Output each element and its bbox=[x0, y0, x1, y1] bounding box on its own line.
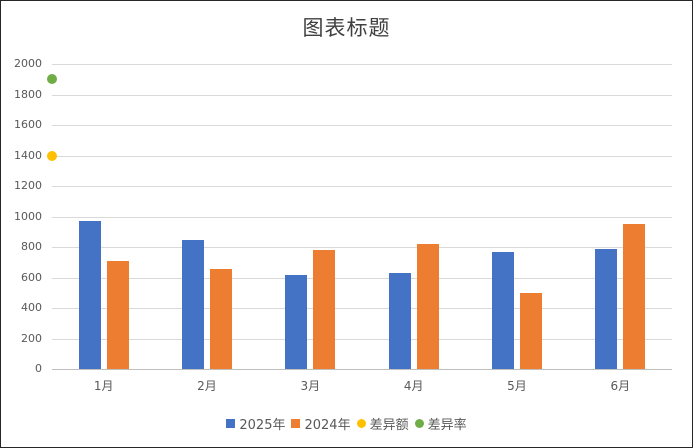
gridline bbox=[52, 155, 672, 157]
bar-2025年-4月[interactable] bbox=[388, 272, 411, 369]
gridline bbox=[52, 94, 672, 96]
legend-circle-icon bbox=[356, 419, 366, 428]
bar-2025年-5月[interactable] bbox=[492, 252, 514, 369]
bar-2025年-6月[interactable] bbox=[595, 248, 618, 369]
gridline bbox=[52, 216, 672, 218]
legend-square-icon bbox=[226, 419, 236, 428]
y-tick-label: 1600 bbox=[14, 118, 42, 131]
legend-square-icon bbox=[291, 419, 301, 428]
y-tick-label: 2000 bbox=[14, 57, 42, 70]
legend-label: 2025年 bbox=[239, 418, 286, 433]
point-差异率[interactable] bbox=[47, 74, 57, 85]
y-tick-label: 0 bbox=[35, 362, 42, 375]
legend-label: 差异率 bbox=[427, 418, 467, 433]
x-tick-label: 5月 bbox=[507, 379, 527, 393]
y-tick-label: 200 bbox=[21, 331, 42, 345]
legend-item[interactable]: 差异额 bbox=[356, 414, 409, 433]
y-tick-label: 1800 bbox=[14, 87, 42, 101]
bar-2025年-2月[interactable] bbox=[182, 240, 204, 369]
bar-2024年-6月[interactable] bbox=[623, 223, 646, 369]
bar-2024年-2月[interactable] bbox=[210, 268, 232, 369]
chart-title: 图表标题 bbox=[302, 16, 391, 40]
legend: 2025年 2024年 差异额 差异率 bbox=[0, 414, 693, 433]
y-tick-label: 1400 bbox=[14, 148, 42, 162]
point-差异额[interactable] bbox=[47, 150, 57, 161]
legend-item[interactable]: 差异率 bbox=[414, 414, 467, 433]
y-tick-label: 400 bbox=[21, 301, 42, 314]
gridline bbox=[52, 247, 672, 248]
bar-2024年-3月[interactable] bbox=[313, 250, 336, 369]
x-axis-line bbox=[52, 369, 672, 370]
y-tick-label: 1200 bbox=[14, 179, 42, 192]
legend-item[interactable]: 2024年 bbox=[291, 414, 351, 433]
gridline bbox=[52, 64, 672, 65]
bar-2025年-3月[interactable] bbox=[285, 275, 308, 369]
gridline bbox=[52, 277, 672, 279]
x-tick-label: 3月 bbox=[300, 379, 321, 393]
gridline bbox=[52, 125, 672, 126]
plot-area bbox=[47, 64, 672, 370]
bar-2024年-4月[interactable] bbox=[416, 243, 439, 369]
x-tick-label: 6月 bbox=[610, 379, 631, 393]
x-tick-label: 2月 bbox=[197, 379, 217, 393]
bar-2024年-5月[interactable] bbox=[520, 293, 542, 369]
gridline bbox=[52, 338, 672, 340]
legend-label: 2024年 bbox=[304, 418, 351, 433]
legend-label: 差异额 bbox=[369, 418, 409, 433]
y-tick-label: 600 bbox=[21, 270, 42, 284]
x-tick-label: 4月 bbox=[403, 379, 424, 393]
legend-circle-icon bbox=[414, 419, 424, 428]
y-tick-label: 800 bbox=[21, 240, 42, 253]
bar-2024年-1月[interactable] bbox=[106, 261, 129, 369]
gridline bbox=[52, 186, 672, 187]
gridline bbox=[52, 308, 672, 309]
x-tick-label: 1月 bbox=[93, 379, 114, 393]
bar-2025年-1月[interactable] bbox=[78, 221, 101, 369]
y-tick-label: 1000 bbox=[14, 209, 42, 223]
legend-item[interactable]: 2025年 bbox=[226, 414, 285, 433]
